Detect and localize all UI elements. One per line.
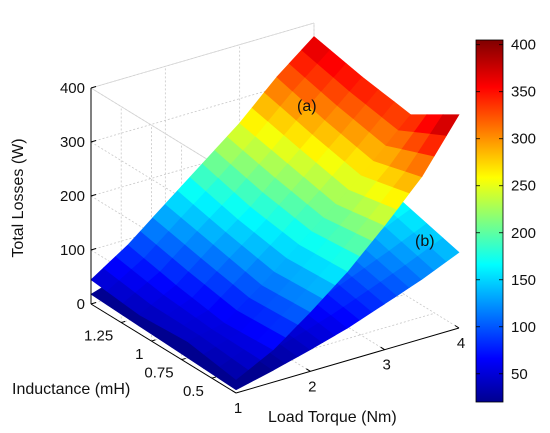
colorbar-tick-label-4: 250 — [511, 178, 536, 195]
y-tick-label-1: 0.75 — [144, 365, 173, 382]
axes-back-edge-1 — [90, 22, 315, 89]
colorbar-tick-label-0: 50 — [511, 366, 528, 383]
x-tick-mark-3 — [454, 325, 460, 329]
x-axis-line — [235, 327, 460, 394]
z-tick-label-3: 300 — [60, 134, 85, 151]
z-tick-label-2: 200 — [60, 188, 85, 205]
z-tick-label-0: 0 — [77, 296, 85, 313]
surface-a-patch-161 — [429, 114, 460, 136]
x-tick-label-3: 4 — [457, 335, 465, 352]
y-tick-label-0: 0.5 — [183, 383, 204, 400]
colorbar: 50 100 150 200 250 300 350 400 — [475, 37, 536, 403]
series-label-a: (a) — [297, 98, 317, 115]
y-tick-mark-3 — [121, 320, 126, 324]
y-tick-mark-2 — [151, 339, 156, 342]
y-tick-mark-0 — [211, 376, 216, 379]
colorbar-tick-label-2: 150 — [511, 272, 536, 289]
surface-b-patch-161 — [430, 237, 460, 262]
surface-a — [90, 36, 460, 380]
z-axis-title: Total Losses (W) — [10, 138, 27, 257]
grid-line-floor-y-0 — [211, 312, 435, 379]
y-axis-title: Inductance (mH) — [12, 381, 130, 398]
z-tick-mark-0 — [90, 302, 97, 305]
x-tick-label-1: 2 — [308, 378, 316, 395]
colorbar-gradient — [475, 39, 504, 403]
z-tick-mark-1 — [90, 248, 97, 251]
colorbar-tick-label-6: 350 — [511, 84, 536, 101]
x-tick-mark-0 — [231, 390, 237, 394]
colorbar-tick-label-3: 200 — [511, 225, 536, 242]
colorbar-tick-label-7: 400 — [511, 37, 536, 54]
z-tick-label-4: 400 — [60, 80, 85, 97]
y-tick-mark-1 — [181, 357, 186, 361]
y-tick-label-3: 1.25 — [84, 328, 113, 345]
x-tick-mark-1 — [306, 368, 311, 372]
z-tick-label-1: 100 — [60, 242, 85, 259]
surface-plot — [90, 36, 460, 391]
x-tick-label-2: 3 — [382, 357, 390, 374]
x-tick-label-0: 1 — [234, 400, 242, 417]
z-tick-mark-3 — [90, 140, 97, 143]
colorbar-tick-label-5: 300 — [511, 131, 536, 148]
z-tick-mark-2 — [90, 194, 97, 197]
series-label-b: (b) — [415, 233, 435, 250]
y-tick-label-2: 1 — [135, 346, 143, 363]
colorbar-tick-label-1: 100 — [511, 319, 536, 336]
x-tick-mark-2 — [380, 346, 385, 351]
x-axis-title: Load Torque (Nm) — [268, 409, 397, 426]
z-tick-mark-4 — [90, 86, 97, 89]
